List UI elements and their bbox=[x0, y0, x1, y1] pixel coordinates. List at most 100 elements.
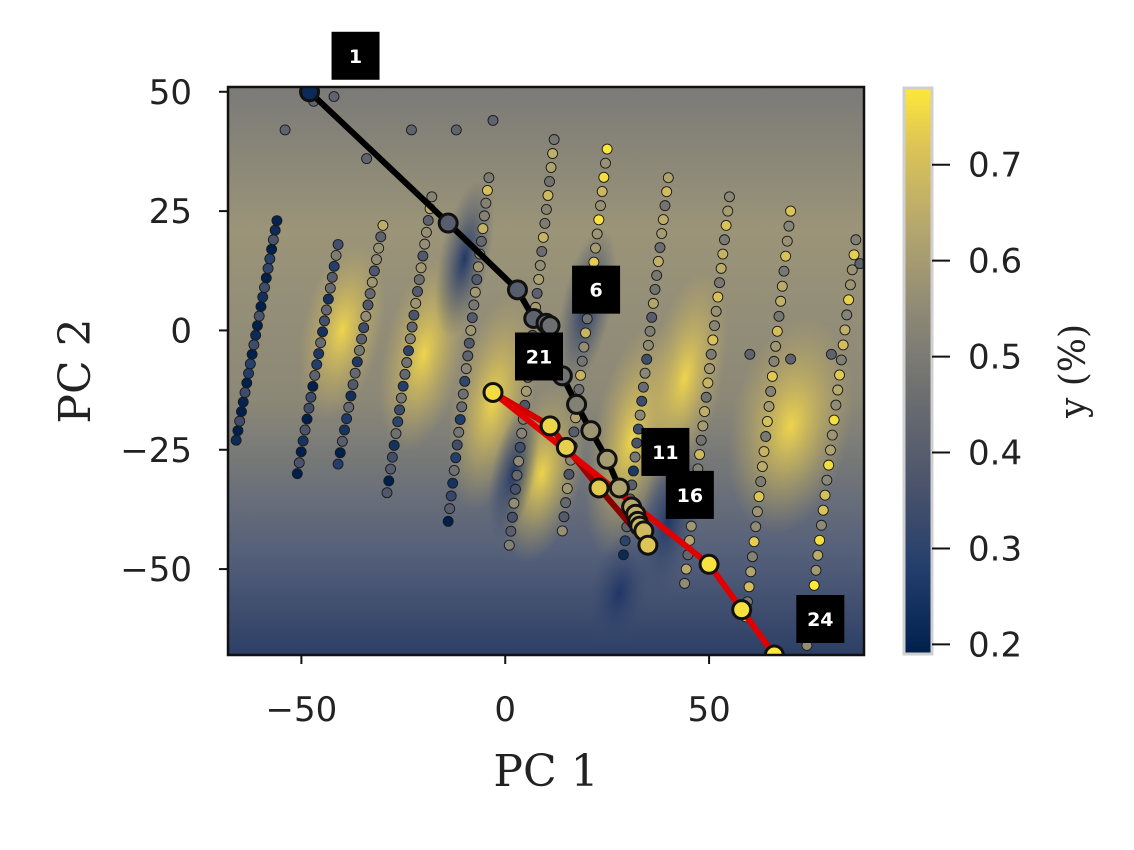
scatter-point bbox=[412, 286, 423, 297]
scatter-point bbox=[812, 549, 824, 561]
scatter-point bbox=[410, 297, 422, 309]
trajectory-point-21 bbox=[482, 381, 504, 403]
scatter-point bbox=[654, 242, 666, 253]
x-axis: −50 0 50 bbox=[266, 655, 731, 730]
scatter-point bbox=[810, 564, 822, 576]
scatter-point bbox=[320, 304, 332, 316]
scatter-point bbox=[596, 186, 608, 197]
scatter-point bbox=[356, 333, 368, 345]
scatter-point bbox=[580, 327, 592, 339]
scatter-point bbox=[244, 358, 256, 370]
scatter-point bbox=[230, 434, 242, 446]
step-label-text: 21 bbox=[526, 346, 552, 368]
trajectory-segment bbox=[306, 88, 452, 227]
scatter-point bbox=[291, 468, 303, 480]
trajectory-point-6 bbox=[539, 315, 561, 337]
scatter-point bbox=[386, 451, 398, 463]
scatter-point bbox=[839, 324, 851, 336]
scatter-point bbox=[560, 497, 572, 509]
scatter-point bbox=[358, 322, 370, 334]
trajectory-point-3 bbox=[506, 279, 528, 301]
scatter-point bbox=[815, 519, 827, 531]
scatter-point bbox=[383, 475, 395, 487]
scatter-point bbox=[239, 387, 251, 398]
scatter-point bbox=[366, 276, 378, 288]
scatter-point bbox=[469, 286, 481, 298]
scatter-point bbox=[576, 355, 588, 367]
scatter-point bbox=[417, 250, 429, 262]
scatter-point bbox=[642, 339, 654, 351]
scatter-point bbox=[442, 515, 454, 527]
trajectory-segment bbox=[445, 220, 521, 293]
scatter-point bbox=[639, 367, 651, 379]
scatter-point bbox=[505, 525, 517, 537]
scatter-point bbox=[848, 249, 860, 261]
scatter-point bbox=[468, 299, 480, 311]
scatter-point bbox=[234, 415, 246, 427]
scatter-point bbox=[447, 477, 459, 489]
plot-frame bbox=[226, 85, 866, 657]
scatter-point bbox=[720, 219, 732, 231]
scatter-point bbox=[269, 224, 281, 236]
scatter-point bbox=[307, 380, 319, 392]
scatter-point bbox=[454, 414, 466, 425]
scatter-point bbox=[377, 219, 389, 231]
scatter-point bbox=[301, 413, 313, 425]
scatter-point bbox=[510, 483, 521, 495]
scatter-point bbox=[841, 309, 853, 321]
scatter-point bbox=[712, 291, 724, 303]
colorbar-tick-label: 0.3 bbox=[968, 529, 1022, 569]
scatter-point bbox=[403, 345, 414, 357]
scatter-point bbox=[514, 441, 526, 453]
y-tick-label: 0 bbox=[170, 311, 192, 351]
trajectory-point-23 bbox=[731, 599, 753, 621]
scatter-point bbox=[819, 489, 831, 501]
scatter-point bbox=[353, 344, 365, 356]
scatter-point bbox=[835, 354, 847, 366]
scatter-point bbox=[466, 312, 478, 324]
scatter-point bbox=[450, 124, 462, 136]
step-label-box bbox=[515, 332, 563, 381]
scatter-point bbox=[780, 250, 792, 262]
scatter-point bbox=[634, 409, 646, 421]
scatter-point bbox=[545, 162, 557, 173]
scatter-point bbox=[237, 396, 249, 408]
scatter-point bbox=[319, 315, 330, 327]
scatter-point bbox=[267, 234, 279, 246]
scatter-point bbox=[456, 401, 468, 413]
step-label-6: 6 bbox=[572, 265, 621, 314]
scatter-point bbox=[457, 388, 469, 400]
scatter-point bbox=[832, 384, 844, 396]
scatter-point bbox=[578, 341, 590, 353]
scatter-point bbox=[823, 459, 835, 471]
scatter-point bbox=[419, 238, 431, 250]
scatter-point bbox=[426, 191, 438, 203]
scatter-point bbox=[709, 320, 720, 332]
step-label-11: 11 bbox=[641, 427, 690, 476]
scatter-point bbox=[781, 235, 793, 247]
scatter-point bbox=[399, 368, 411, 380]
scatter-point bbox=[750, 521, 762, 533]
scatter-point bbox=[373, 242, 385, 254]
scatter-point bbox=[364, 288, 376, 300]
scatter-point bbox=[251, 320, 263, 332]
scatter-point bbox=[511, 469, 523, 481]
scatter-point bbox=[600, 157, 611, 169]
scatter-point bbox=[460, 363, 472, 375]
scatter-point bbox=[533, 273, 545, 285]
step-label-box bbox=[796, 595, 845, 643]
scatter-point bbox=[591, 228, 603, 240]
scatter-point bbox=[317, 326, 328, 338]
scatter-point bbox=[657, 214, 669, 226]
step-label-text: 6 bbox=[589, 280, 602, 302]
scatter-point bbox=[330, 249, 342, 261]
scatter-point bbox=[702, 377, 714, 389]
scatter-point bbox=[309, 369, 321, 381]
trajectory-point-22 bbox=[698, 553, 720, 575]
scatter-point bbox=[303, 402, 315, 414]
scatter-point bbox=[558, 511, 570, 523]
scatter-point bbox=[776, 280, 788, 292]
scatter-point bbox=[236, 406, 247, 418]
x-axis-title: PC 1 bbox=[493, 746, 598, 797]
scatter-point bbox=[685, 520, 697, 532]
